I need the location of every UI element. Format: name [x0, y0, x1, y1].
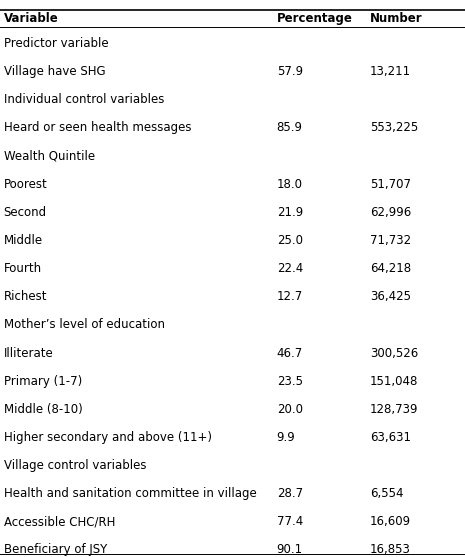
Text: Variable: Variable	[4, 12, 59, 25]
Text: Second: Second	[4, 206, 47, 219]
Text: 12.7: 12.7	[277, 290, 303, 303]
Text: 9.9: 9.9	[277, 431, 295, 444]
Text: 20.0: 20.0	[277, 403, 303, 416]
Text: Beneficiary of JSY: Beneficiary of JSY	[4, 544, 107, 556]
Text: Accessible CHC/RH: Accessible CHC/RH	[4, 515, 115, 528]
Text: 63,631: 63,631	[370, 431, 411, 444]
Text: 85.9: 85.9	[277, 121, 303, 134]
Text: 553,225: 553,225	[370, 121, 418, 134]
Text: Village have SHG: Village have SHG	[4, 65, 106, 78]
Text: Predictor variable: Predictor variable	[4, 37, 108, 50]
Text: Illiterate: Illiterate	[4, 346, 53, 359]
Text: Number: Number	[370, 12, 422, 25]
Text: 21.9: 21.9	[277, 206, 303, 219]
Text: 77.4: 77.4	[277, 515, 303, 528]
Text: 46.7: 46.7	[277, 346, 303, 359]
Text: 64,218: 64,218	[370, 262, 411, 275]
Text: Primary (1-7): Primary (1-7)	[4, 375, 82, 388]
Text: Higher secondary and above (11+): Higher secondary and above (11+)	[4, 431, 212, 444]
Text: 57.9: 57.9	[277, 65, 303, 78]
Text: 16,853: 16,853	[370, 544, 411, 556]
Text: 51,707: 51,707	[370, 178, 411, 190]
Text: 71,732: 71,732	[370, 234, 411, 247]
Text: Poorest: Poorest	[4, 178, 47, 190]
Text: Village control variables: Village control variables	[4, 459, 146, 472]
Text: 90.1: 90.1	[277, 544, 303, 556]
Text: Mother’s level of education: Mother’s level of education	[4, 319, 165, 331]
Text: 28.7: 28.7	[277, 487, 303, 500]
Text: 25.0: 25.0	[277, 234, 303, 247]
Text: Health and sanitation committee in village: Health and sanitation committee in villa…	[4, 487, 257, 500]
Text: Middle: Middle	[4, 234, 43, 247]
Text: 23.5: 23.5	[277, 375, 303, 388]
Text: 22.4: 22.4	[277, 262, 303, 275]
Text: Richest: Richest	[4, 290, 47, 303]
Text: 6,554: 6,554	[370, 487, 403, 500]
Text: 18.0: 18.0	[277, 178, 303, 190]
Text: 151,048: 151,048	[370, 375, 418, 388]
Text: Middle (8-10): Middle (8-10)	[4, 403, 82, 416]
Text: 62,996: 62,996	[370, 206, 411, 219]
Text: 300,526: 300,526	[370, 346, 418, 359]
Text: Heard or seen health messages: Heard or seen health messages	[4, 121, 191, 134]
Text: 36,425: 36,425	[370, 290, 411, 303]
Text: 128,739: 128,739	[370, 403, 418, 416]
Text: 16,609: 16,609	[370, 515, 411, 528]
Text: Percentage: Percentage	[277, 12, 352, 25]
Text: Fourth: Fourth	[4, 262, 42, 275]
Text: Individual control variables: Individual control variables	[4, 94, 164, 106]
Text: Wealth Quintile: Wealth Quintile	[4, 150, 95, 163]
Text: 13,211: 13,211	[370, 65, 411, 78]
